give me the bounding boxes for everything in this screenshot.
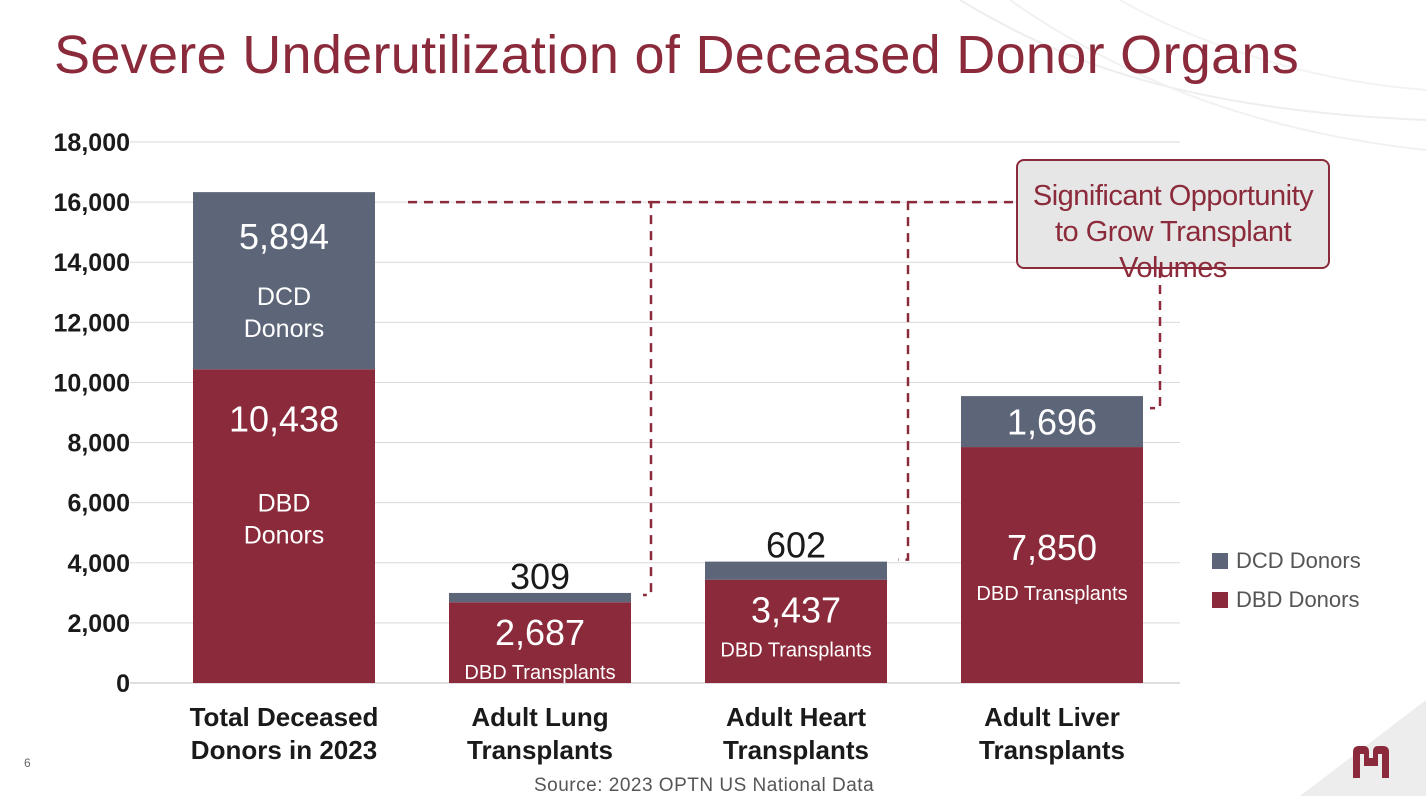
data-label-dcd: 309 (510, 556, 570, 597)
series-label-dcd: DCD (257, 283, 311, 311)
y-tick-label: 4,000 (67, 550, 130, 578)
y-tick-label: 16,000 (54, 189, 130, 217)
y-tick-label: 2,000 (67, 610, 130, 638)
slide-number: 6 (24, 756, 31, 770)
category-label: Transplants (723, 735, 869, 765)
bar-dbd (193, 369, 375, 683)
data-label-dcd: 602 (766, 525, 826, 566)
y-tick-label: 12,000 (54, 309, 130, 337)
legend-swatch-dbd (1212, 591, 1228, 608)
opportunity-callout: Significant Opportunity to Grow Transpla… (1016, 159, 1330, 284)
y-axis-ticks: 0 2,000 4,000 6,000 8,000 10,000 12,000 14,000 1… (54, 129, 130, 698)
y-tick-label: 14,000 (54, 249, 130, 277)
bar-dcd (193, 192, 375, 370)
dashed-connector (408, 200, 653, 597)
legend-item-dbd: DBD Donors (1212, 580, 1361, 619)
legend-item-dcd: DCD Donors (1212, 541, 1361, 580)
bar-dbd (449, 602, 631, 683)
data-label-dbd: 2,687 (495, 612, 585, 653)
data-label-dcd: 1,696 (1007, 402, 1097, 443)
source-note: Source: 2023 OPTN US National Data (534, 775, 875, 796)
category-label: Adult Lung (471, 702, 608, 732)
series-label-dbd: DBD Transplants (720, 640, 871, 662)
series-label-dbd: Donors (244, 521, 325, 549)
data-label-dbd: 10,438 (229, 398, 339, 439)
opportunity-dashed-connectors (408, 200, 1162, 597)
dashed-connector (1150, 269, 1162, 410)
y-tick-label: 0 (116, 670, 130, 698)
data-label-dcd: 5,894 (239, 216, 329, 257)
y-tick-label: 6,000 (67, 490, 130, 518)
bar-dbd (961, 447, 1143, 683)
category-label: Adult Heart (726, 702, 866, 732)
series-label-dcd: Donors (244, 315, 325, 343)
category-label: Transplants (467, 735, 613, 765)
category-label: Transplants (979, 735, 1125, 765)
page-title: Severe Underutilization of Deceased Dono… (54, 25, 1300, 85)
hospital-logo-icon (1353, 746, 1389, 778)
data-label-dbd: 7,850 (1007, 527, 1097, 568)
chart-legend: DCD Donors DBD Donors (1212, 541, 1361, 619)
legend-label-dbd: DBD Donors (1236, 586, 1360, 612)
bar-dcd (961, 396, 1143, 448)
y-tick-label: 18,000 (54, 129, 130, 157)
y-tick-label: 8,000 (67, 430, 130, 458)
category-label: Total Deceased (190, 702, 379, 732)
series-label-dbd: DBD (258, 489, 311, 517)
bars: 5,894 DCD Donors 10,438 DBD Donors 309 2,687 DBD… (193, 192, 1143, 684)
legend-label-dcd: DCD Donors (1236, 547, 1361, 573)
bar-dcd (705, 561, 887, 580)
bar-dbd (705, 579, 887, 683)
bar-dcd (449, 592, 631, 603)
data-label-dbd: 3,437 (751, 590, 841, 631)
y-tick-label: 10,000 (54, 369, 130, 397)
category-label: Adult Liver (984, 702, 1120, 732)
series-label-dbd: DBD Transplants (464, 662, 615, 684)
legend-swatch-dcd (1212, 552, 1228, 569)
category-label: Donors in 2023 (191, 735, 377, 765)
series-label-dbd: DBD Transplants (976, 583, 1127, 605)
dashed-connector (651, 200, 910, 561)
